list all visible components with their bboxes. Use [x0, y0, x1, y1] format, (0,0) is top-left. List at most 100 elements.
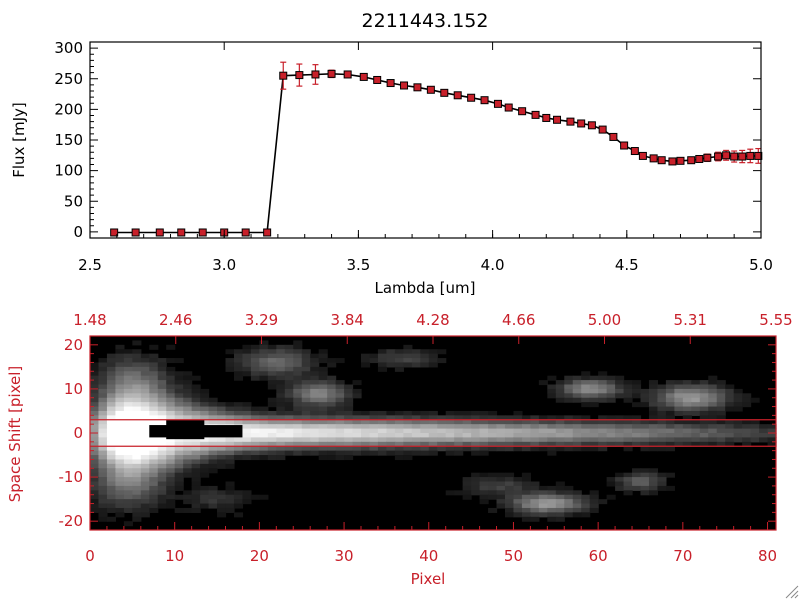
image-pixel — [538, 437, 548, 443]
image-pixel — [767, 441, 777, 447]
image-pixel — [123, 371, 133, 377]
image-pixel — [242, 353, 252, 359]
image-pixel — [250, 419, 260, 425]
image-pixel — [648, 410, 659, 416]
image-pixel — [276, 362, 286, 368]
image-pixel — [581, 499, 591, 505]
image-pixel — [250, 406, 260, 412]
data-point — [657, 156, 666, 165]
image-pixel — [123, 503, 133, 509]
image-pixel — [98, 477, 108, 483]
resize-grip-icon[interactable] — [785, 585, 799, 599]
image-pixel — [708, 437, 718, 443]
image-pixel — [115, 402, 125, 408]
image-pixel — [648, 397, 659, 403]
image-pixel — [708, 410, 718, 416]
image-pixel — [598, 419, 608, 425]
image-pixel — [488, 446, 498, 452]
image-pixel — [106, 397, 117, 403]
image-pixel — [547, 393, 557, 399]
image-pixel — [420, 446, 430, 452]
image-pixel — [733, 419, 743, 425]
image-pixel — [200, 406, 210, 412]
image-pixel — [200, 402, 210, 408]
image-pixel — [496, 437, 506, 443]
image-pixel — [242, 358, 252, 364]
image-pixel — [674, 441, 684, 447]
image-pixel — [488, 490, 498, 496]
image-pixel — [140, 481, 150, 487]
y-tick-label: 300 — [54, 39, 83, 57]
image-pixel — [411, 362, 421, 368]
image-pixel — [242, 366, 252, 372]
image-pixel — [132, 353, 142, 359]
image-pixel — [90, 472, 100, 478]
image-pixel — [98, 481, 108, 487]
y-tick-label: 150 — [54, 131, 83, 149]
image-pixel — [242, 406, 252, 412]
image-pixel — [657, 485, 667, 491]
image-pixel — [377, 437, 388, 443]
image-pixel — [640, 402, 650, 408]
image-pixel — [208, 406, 218, 412]
image-pixel — [632, 415, 642, 421]
image-pixel — [157, 388, 167, 394]
image-pixel — [140, 393, 150, 399]
image-pixel — [149, 503, 159, 509]
image-pixel — [437, 441, 447, 447]
image-pixel — [530, 485, 540, 491]
image-pixel — [90, 463, 100, 469]
image-pixel — [386, 419, 396, 425]
image-pixel — [352, 424, 362, 430]
image-pixel — [284, 393, 294, 399]
image-pixel — [411, 450, 421, 456]
image-pixel — [217, 499, 227, 505]
x-tick-label: 0 — [85, 547, 95, 565]
image-pixel — [132, 402, 142, 408]
image-pixel — [174, 463, 184, 469]
image-pixel — [115, 437, 125, 443]
image-pixel — [496, 415, 506, 421]
image-pixel — [183, 499, 193, 505]
image-pixel — [276, 424, 286, 430]
image-pixel — [284, 349, 294, 355]
image-pixel — [149, 485, 159, 491]
image-pixel — [428, 450, 438, 456]
data-point — [695, 154, 704, 163]
image-pixel — [606, 415, 616, 421]
image-pixel — [208, 503, 218, 509]
image-pixel — [640, 468, 650, 474]
image-pixel — [106, 375, 117, 381]
image-pixel — [572, 441, 582, 447]
image-pixel — [471, 441, 481, 447]
image-pixel — [284, 358, 294, 364]
image-pixel — [98, 419, 108, 425]
image-pixel — [437, 415, 447, 421]
image-pixel — [615, 437, 625, 443]
image-pixel — [615, 388, 625, 394]
image-pixel — [98, 410, 108, 416]
image-pixel — [174, 388, 184, 394]
image-pixel — [157, 380, 167, 386]
image-pixel — [657, 397, 667, 403]
image-pixel — [648, 384, 659, 390]
image-pixel — [530, 441, 540, 447]
image-pixel — [615, 477, 625, 483]
image-pixel — [157, 455, 167, 461]
image-pixel — [115, 393, 125, 399]
image-pixel — [140, 459, 150, 465]
image-pixel — [140, 410, 150, 416]
image-pixel — [123, 419, 133, 425]
image-pixel — [284, 415, 294, 421]
image-pixel — [403, 358, 413, 364]
image-pixel — [200, 459, 210, 465]
image-pixel — [191, 415, 201, 421]
image-pixel — [217, 441, 227, 447]
image-pixel — [488, 410, 498, 416]
image-pixel — [335, 455, 345, 461]
image-pixel — [504, 507, 515, 513]
image-pixel — [725, 433, 735, 439]
image-pixel — [140, 362, 150, 368]
image-pixel — [284, 397, 294, 403]
top-tick-label: 5.55 — [759, 311, 792, 329]
